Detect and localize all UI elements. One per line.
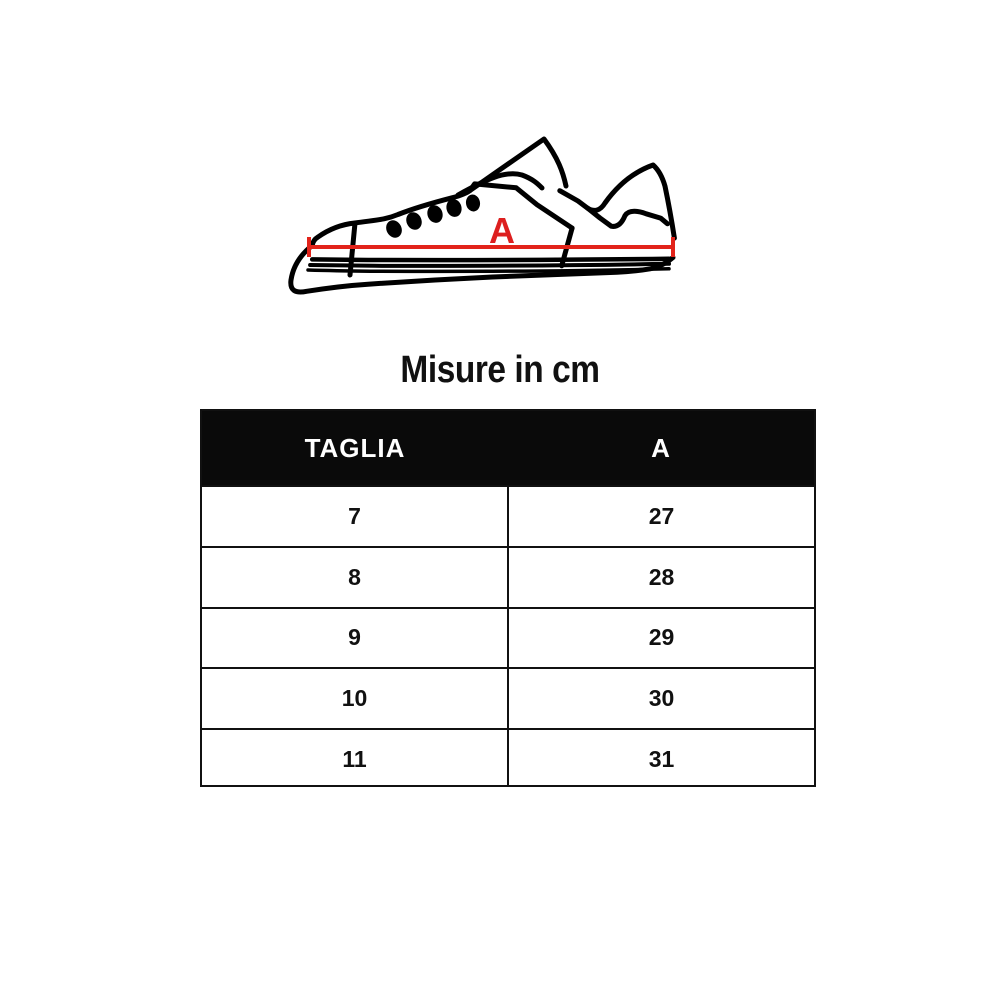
- svg-text:A: A: [489, 210, 515, 251]
